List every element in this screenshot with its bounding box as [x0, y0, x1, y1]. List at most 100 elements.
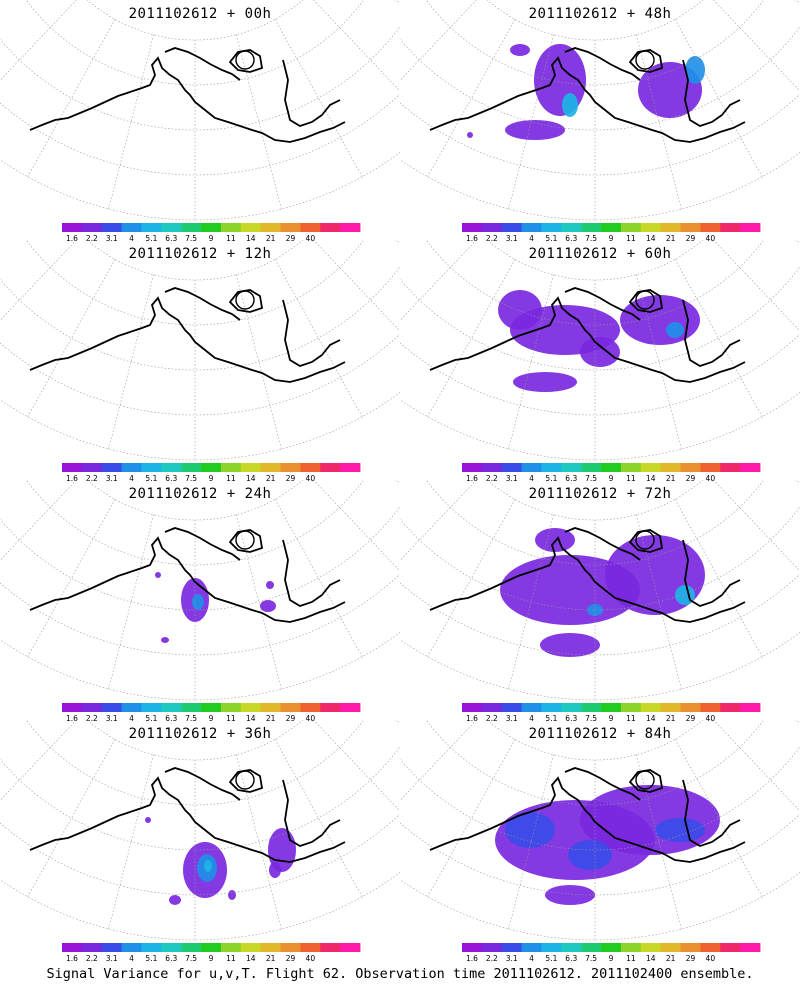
signal-blob — [260, 600, 276, 612]
colorbar-tick-label: 14 — [246, 954, 256, 963]
signal-blob — [192, 594, 204, 610]
colorbar-swatch — [601, 943, 622, 952]
colorbar-swatch — [640, 463, 662, 472]
colorbar-swatch — [462, 223, 483, 232]
colorbar-swatch — [700, 223, 721, 232]
colorbar-swatch — [561, 223, 582, 232]
colorbar-tick-label: 40 — [306, 474, 316, 483]
colorbar-swatch — [720, 703, 741, 712]
signal-blob — [655, 818, 705, 842]
colorbar-swatch — [260, 223, 281, 232]
colorbar-tick-label: 40 — [306, 714, 316, 723]
colorbar-tick-label: 3.1 — [106, 954, 118, 963]
colorbar-tick-label: 7.5 — [585, 474, 597, 483]
colorbar-swatch — [462, 703, 483, 712]
colorbar-tick-label: 1.6 — [66, 954, 78, 963]
colorbar: 1.6 2.2 3.1 4 5.1 6.3 7.5 9 11 14 21 29 40 — [62, 703, 361, 723]
panel-6: 2011102612 + 36h 1.6 2.2 3.1 4 5.1 6.3 7.5 9 11 14… — [0, 720, 400, 965]
colorbar-tick-label: 1.6 — [66, 474, 78, 483]
signal-blob — [562, 93, 578, 117]
colorbar-tick-label: 40 — [706, 954, 716, 963]
signal-blob — [568, 840, 612, 870]
colorbar-tick-label: 14 — [646, 954, 656, 963]
colorbar-tick-label: 4 — [129, 474, 134, 483]
colorbar-swatch — [541, 703, 562, 712]
colorbar-swatch — [601, 703, 622, 712]
colorbar-swatch — [740, 943, 761, 952]
colorbar-swatch — [320, 943, 341, 952]
signal-blob — [505, 120, 565, 140]
colorbar-tick-label: 11 — [226, 954, 236, 963]
map-area — [400, 480, 800, 701]
panel-1: 2011102612 + 48h 1.6 2.2 3.1 4 5.1 6.3 7.5 9 11 14… — [400, 0, 800, 245]
panel-title: 2011102612 + 12h — [128, 246, 272, 262]
colorbar-swatch — [240, 223, 262, 232]
colorbar-swatch — [62, 463, 83, 472]
coastline — [429, 287, 746, 383]
coastline — [29, 47, 346, 143]
colorbar-swatch — [601, 463, 622, 472]
colorbar-swatch — [340, 943, 361, 952]
colorbar-swatch — [101, 703, 122, 712]
colorbar-swatch — [561, 943, 582, 952]
colorbar-swatch — [320, 223, 341, 232]
colorbar-swatch — [81, 463, 103, 472]
panel-title: 2011102612 + 36h — [128, 726, 272, 742]
colorbar: 1.6 2.2 3.1 4 5.1 6.3 7.5 9 11 14 21 29 40 — [62, 463, 361, 483]
panel-title: 2011102612 + 00h — [128, 6, 272, 22]
colorbar-tick-label: 4 — [529, 954, 534, 963]
colorbar-tick-label: 7.5 — [185, 234, 197, 243]
colorbar-tick-label: 1.6 — [66, 714, 78, 723]
colorbar-swatch — [240, 943, 262, 952]
colorbar-tick-label: 4 — [129, 714, 134, 723]
colorbar-tick-label: 9 — [609, 954, 614, 963]
colorbar-tick-label: 6.3 — [565, 954, 577, 963]
colorbar-tick-label: 1.6 — [66, 234, 78, 243]
colorbar-swatch — [481, 703, 503, 712]
colorbar-swatch — [201, 223, 222, 232]
colorbar-swatch — [660, 223, 681, 232]
colorbar-tick-label: 7.5 — [585, 714, 597, 723]
colorbar-swatch — [740, 703, 761, 712]
colorbar-tick-label: 5.1 — [545, 954, 557, 963]
colorbar-tick-label: 11 — [626, 714, 636, 723]
coastline — [29, 527, 346, 623]
colorbar-tick-label: 6.3 — [165, 234, 177, 243]
colorbar-swatch — [141, 463, 162, 472]
colorbar-tick-label: 29 — [286, 954, 296, 963]
colorbar-swatch — [81, 703, 103, 712]
colorbar-tick-label: 7.5 — [185, 474, 197, 483]
colorbar-tick-label: 11 — [626, 474, 636, 483]
colorbar-swatch — [680, 223, 701, 232]
colorbar-tick-label: 2.2 — [86, 234, 98, 243]
colorbar-tick-label: 9 — [609, 474, 614, 483]
signal-blob — [505, 812, 555, 848]
colorbar-tick-label: 5.1 — [145, 474, 157, 483]
colorbar-tick-label: 2.2 — [86, 954, 98, 963]
colorbar-tick-label: 29 — [686, 234, 696, 243]
coastline — [429, 47, 746, 143]
colorbar-tick-label: 6.3 — [565, 714, 577, 723]
lat-lon-grid — [400, 720, 800, 941]
colorbar-tick-label: 29 — [686, 954, 696, 963]
colorbar-tick-label: 40 — [706, 474, 716, 483]
colorbar-swatch — [320, 463, 341, 472]
colorbar-tick-label: 21 — [266, 474, 276, 483]
colorbar-swatch — [300, 943, 321, 952]
colorbar-swatch — [462, 943, 483, 952]
colorbar-swatch — [700, 943, 721, 952]
map-area — [0, 480, 400, 701]
colorbar-swatch — [601, 223, 622, 232]
colorbar-tick-label: 21 — [266, 234, 276, 243]
lat-lon-grid — [0, 480, 400, 701]
colorbar-swatch — [161, 223, 182, 232]
colorbar-swatch — [720, 943, 741, 952]
map-svg: 1.6 2.2 3.1 4 5.1 6.3 7.5 9 11 14 21 29 40 — [0, 480, 400, 723]
map-svg: 1.6 2.2 3.1 4 5.1 6.3 7.5 9 11 14 21 29 40 — [400, 480, 800, 723]
colorbar-swatch — [181, 943, 202, 952]
colorbar-tick-label: 29 — [286, 474, 296, 483]
colorbar-tick-label: 29 — [686, 474, 696, 483]
colorbar-tick-label: 9 — [209, 714, 214, 723]
colorbar-swatch — [101, 463, 122, 472]
colorbar-tick-label: 2.2 — [486, 474, 498, 483]
